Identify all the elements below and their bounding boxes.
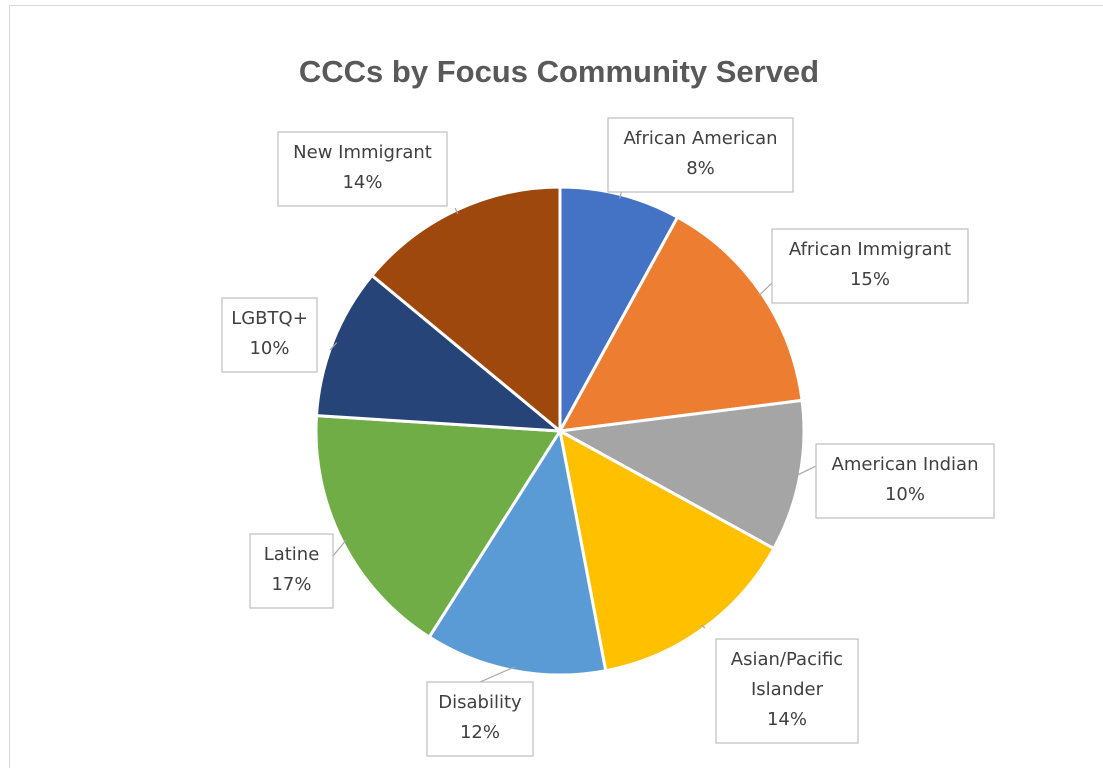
- data-label-text: New Immigrant 14%: [293, 142, 432, 193]
- leader-line: [795, 465, 817, 477]
- data-label-box: [249, 533, 334, 609]
- data-label-box: [815, 443, 995, 519]
- pie-slice-african-immigrant: [558, 215, 804, 433]
- leader-line: [332, 539, 347, 557]
- leader-line: [329, 342, 338, 351]
- leader-line: [454, 207, 459, 215]
- data-label-box: [277, 131, 448, 207]
- data-label-box: [221, 297, 318, 373]
- data-label-box: [426, 681, 534, 757]
- pie-slice-american-indian: [558, 398, 806, 551]
- pie-slice-latine: [314, 414, 562, 639]
- data-label-box: [607, 117, 794, 193]
- chart-title: CCCs by Focus Community Served: [299, 54, 819, 89]
- data-label-text: LGBTQ+ 10%: [231, 308, 308, 359]
- data-label-text: African American 8%: [623, 128, 777, 179]
- data-label-box: [771, 228, 969, 304]
- data-labels: African American 8% African Immigrant 15% Am…: [221, 117, 995, 757]
- data-label: Disability 12%: [426, 681, 534, 757]
- data-label: LGBTQ+ 10%: [221, 297, 318, 373]
- data-label: Latine 17%: [249, 533, 334, 609]
- data-label-text: American Indian 10%: [832, 454, 979, 505]
- data-label-text: Latine 17%: [264, 544, 320, 595]
- data-label-text: Disability 12%: [438, 692, 522, 743]
- data-label: African Immigrant 15%: [771, 228, 969, 304]
- data-label: Asian/Pacific Islander 14%: [715, 638, 859, 744]
- pie-slices: [314, 185, 806, 677]
- pie-slice-lgbtq-: [314, 273, 562, 433]
- data-label: American Indian 10%: [815, 443, 995, 519]
- data-label: New Immigrant 14%: [277, 131, 448, 207]
- data-label: African American 8%: [607, 117, 794, 193]
- data-label-text: African Immigrant 15%: [789, 239, 951, 290]
- data-label-box: [715, 638, 859, 744]
- pie-slice-asian-pacific-islander: [558, 429, 776, 673]
- leader-line: [479, 666, 516, 683]
- pie-slice-disability: [427, 429, 608, 677]
- leader-line: [700, 624, 706, 629]
- data-label-text: Asian/Pacific Islander 14%: [731, 649, 843, 730]
